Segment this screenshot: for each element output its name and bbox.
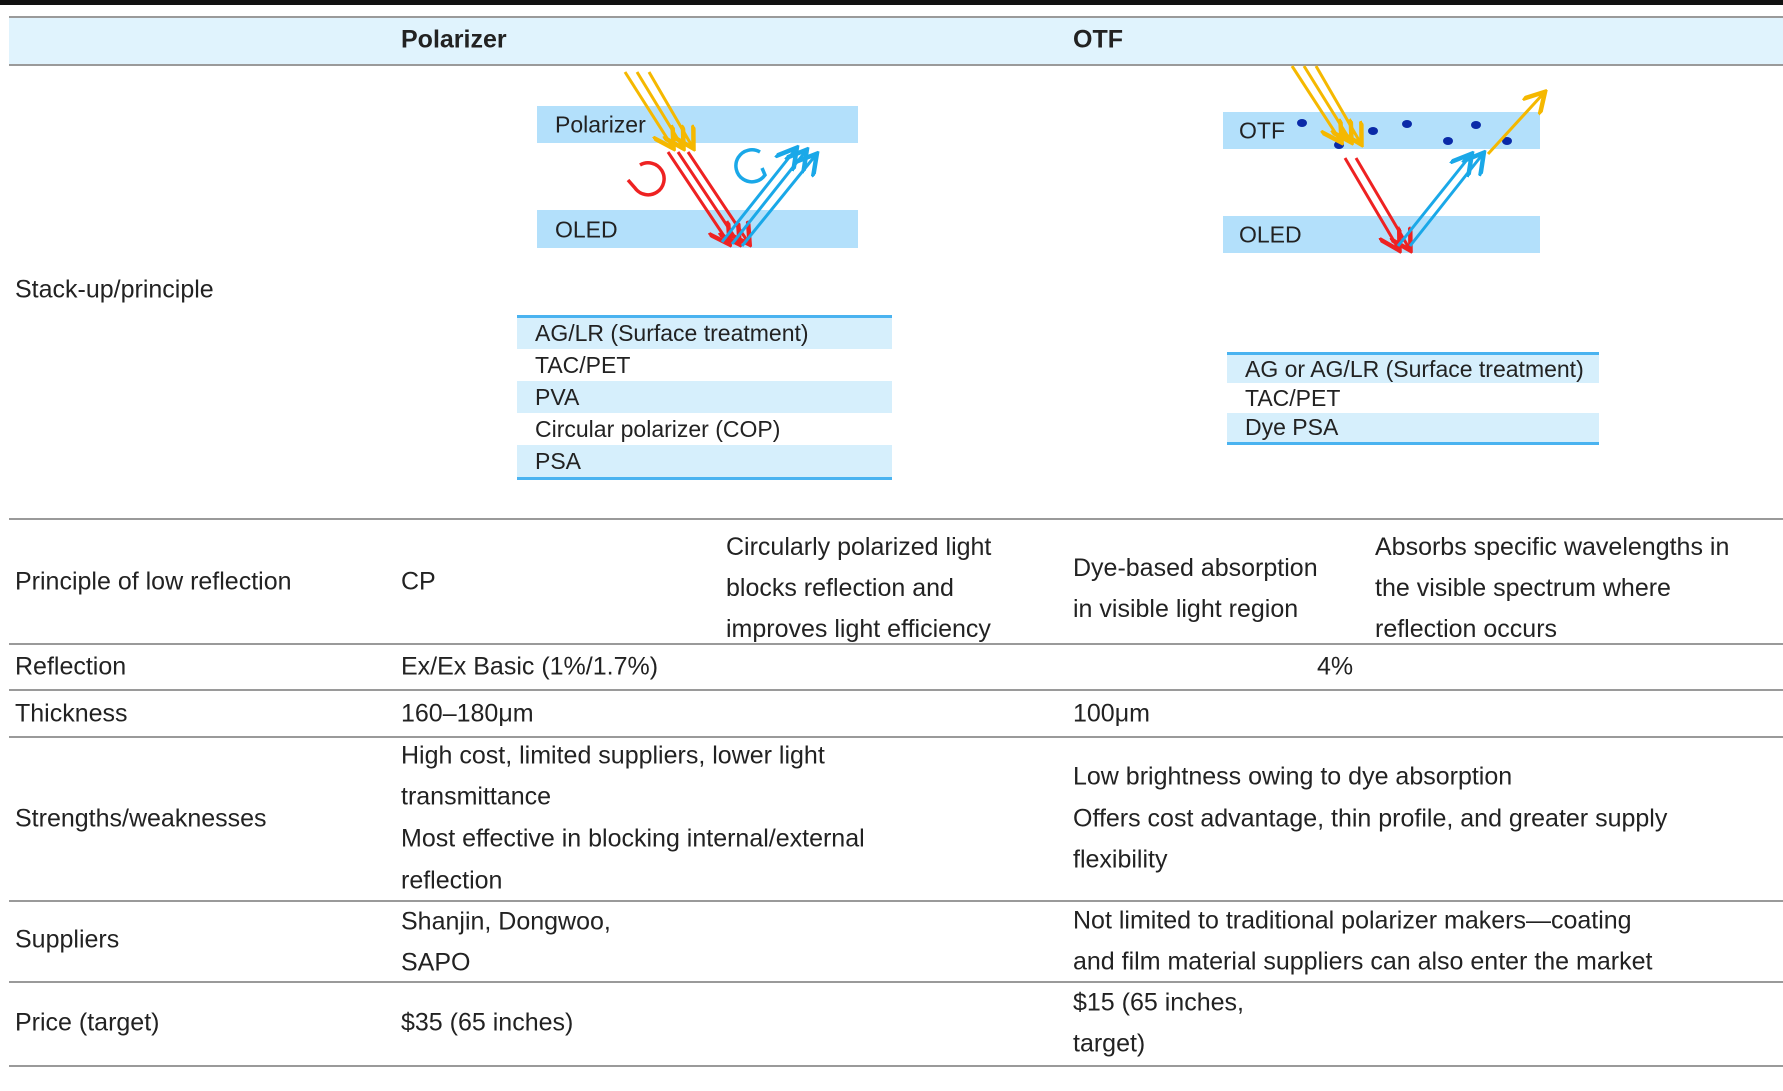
otf-price: target) xyxy=(1073,1029,1146,1058)
otf-suppliers: Not limited to traditional polarizer mak… xyxy=(1073,906,1632,935)
layer-stack-bottom-border xyxy=(517,477,892,480)
otf-thickness: 100μm xyxy=(1073,699,1150,728)
row-label-reflection: Reflection xyxy=(15,652,127,681)
row-label-strengths: Strengths/weaknesses xyxy=(15,804,267,833)
polarizer-principle-desc-line: improves light efficiency xyxy=(726,615,991,643)
layer-stack-bottom-border xyxy=(1227,442,1599,445)
otf-reflection: 4% xyxy=(1317,652,1354,681)
oled-layer-label: OLED xyxy=(552,217,621,243)
row-label-principle: Principle of low reflection xyxy=(15,567,292,596)
otf-principle-short-line: in visible light region xyxy=(1073,595,1299,623)
polarizer-price: $35 (65 inches) xyxy=(401,1008,574,1037)
layer-item: Dye PSA xyxy=(1227,413,1599,442)
layer-item: TAC/PET xyxy=(1245,384,1341,411)
row-divider xyxy=(9,900,1783,902)
table-header xyxy=(9,16,1783,66)
otf-price: $15 (65 inches, xyxy=(1073,988,1244,1017)
header-otf: OTF xyxy=(1073,25,1123,54)
polarizer-strengths: High cost, limited suppliers, lower ligh… xyxy=(401,741,825,770)
otf-principle-short-line: Dye-based absorption xyxy=(1073,554,1318,582)
polarizer-suppliers: SAPO xyxy=(401,948,471,977)
otf-suppliers: and film material suppliers can also ent… xyxy=(1073,947,1653,976)
layer-stack-top-border xyxy=(1227,352,1599,355)
polarizer-principle-desc-line: blocks reflection and xyxy=(726,574,954,602)
polarizer-principle-desc-line: Circularly polarized light xyxy=(726,533,992,561)
row-label-thickness: Thickness xyxy=(15,699,128,728)
layer-stack-top-border xyxy=(517,315,892,318)
top-border xyxy=(0,0,1783,5)
row-divider xyxy=(9,1065,1783,1067)
polarizer-thickness: 160–180μm xyxy=(401,699,534,728)
polarizer-strengths: reflection xyxy=(401,866,503,895)
layer-item: AG or AG/LR (Surface treatment) xyxy=(1227,355,1599,383)
rotation-left-icon xyxy=(626,161,666,197)
otf-strengths: flexibility xyxy=(1073,845,1168,874)
layer-item: Circular polarizer (COP) xyxy=(535,415,781,442)
row-divider xyxy=(9,518,1783,520)
otf-principle-desc-line: Absorbs specific wavelengths in xyxy=(1375,533,1730,561)
row-label-price: Price (target) xyxy=(15,1008,160,1037)
otf-principle-short: Dye-based absorption in visible light re… xyxy=(1073,548,1363,630)
polarizer-principle-desc: Circularly polarized light blocks reflec… xyxy=(726,527,1061,650)
row-divider xyxy=(9,736,1783,738)
layer-item: TAC/PET xyxy=(535,351,631,378)
oled-layer-label: OLED xyxy=(1236,222,1305,248)
polarizer-strengths: Most effective in blocking internal/exte… xyxy=(401,824,865,853)
otf-strengths: Low brightness owing to dye absorption xyxy=(1073,762,1513,791)
polarizer-reflection: Ex/Ex Basic (1%/1.7%) xyxy=(401,652,659,681)
polarizer-strengths: transmittance xyxy=(401,782,552,811)
otf-strengths: Offers cost advantage, thin profile, and… xyxy=(1073,804,1668,833)
row-label-stackup: Stack-up/principle xyxy=(15,275,214,304)
layer-item: AG/LR (Surface treatment) xyxy=(517,318,892,349)
otf-layer-label: OTF xyxy=(1236,118,1288,144)
row-divider xyxy=(9,643,1783,645)
header-polarizer: Polarizer xyxy=(401,25,507,54)
rotation-right-icon xyxy=(734,148,767,184)
layer-item: PVA xyxy=(517,381,892,413)
row-divider xyxy=(9,981,1783,983)
row-label-suppliers: Suppliers xyxy=(15,925,120,954)
row-divider xyxy=(9,689,1783,691)
otf-principle-desc: Absorbs specific wavelengths in the visi… xyxy=(1375,527,1780,650)
otf-principle-desc-line: reflection occurs xyxy=(1375,615,1558,643)
polarizer-layer-label: Polarizer xyxy=(552,112,649,138)
polarizer-suppliers: Shanjin, Dongwoo, xyxy=(401,907,611,936)
layer-item: PSA xyxy=(517,445,892,477)
otf-principle-desc-line: the visible spectrum where xyxy=(1375,574,1671,602)
polarizer-principle-short: CP xyxy=(401,567,436,596)
